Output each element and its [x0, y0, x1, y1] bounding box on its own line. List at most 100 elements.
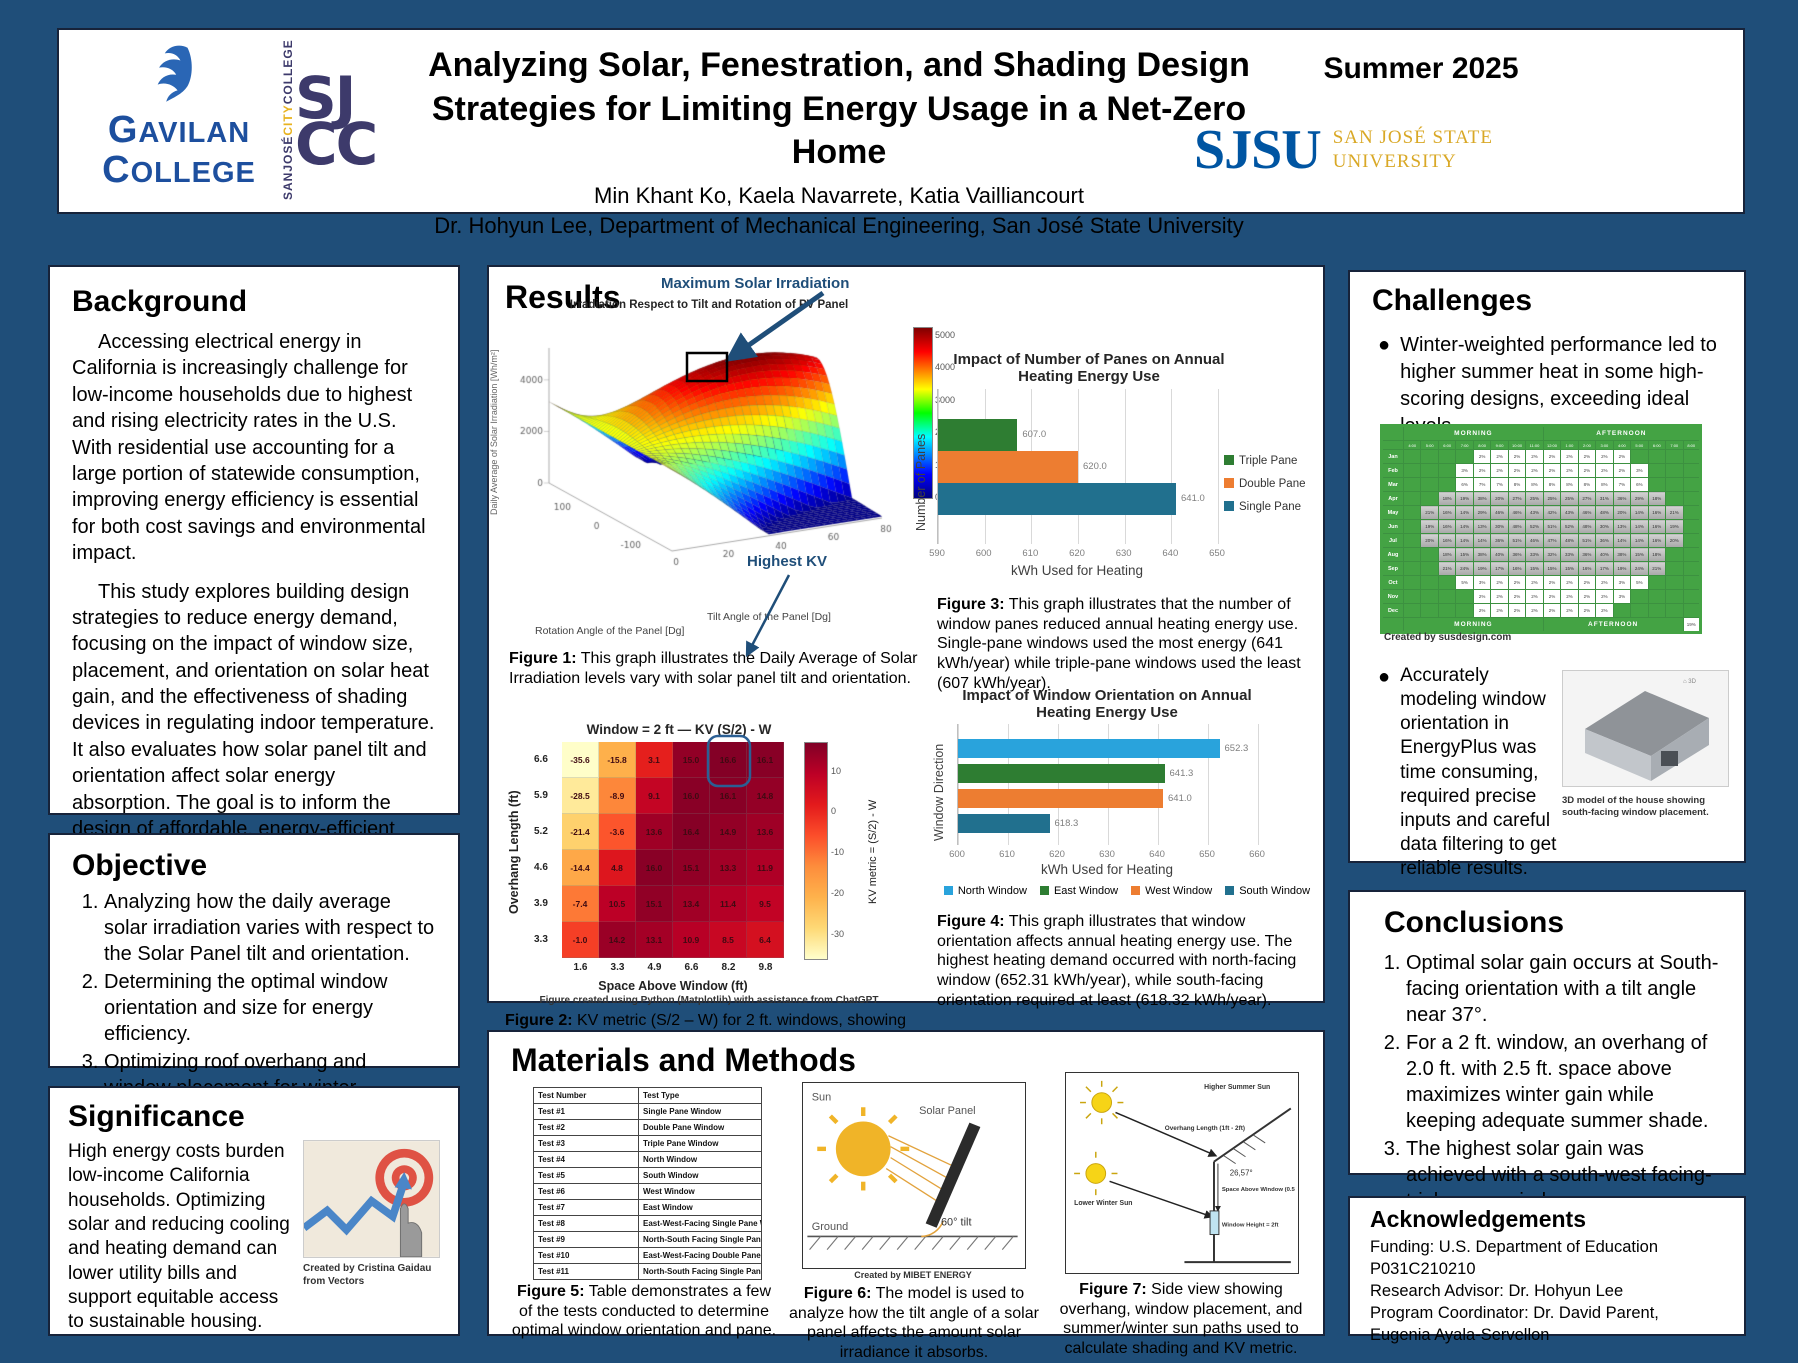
calendar-value-cell — [1437, 463, 1457, 478]
heatmap-y-tick: 4.6 — [534, 862, 548, 873]
calendar-value-cell — [1682, 519, 1701, 534]
calendar-value-cell: 2% — [1560, 449, 1579, 464]
x-tick-label: 610 — [1022, 548, 1039, 559]
heatmap-cell: 4.8 — [599, 850, 636, 886]
calendar-value-cell: 48% — [1577, 519, 1597, 534]
heatmap-x-tick: 8.2 — [721, 962, 736, 973]
calendar-value-cell: 47% — [1542, 533, 1562, 548]
table-cell: North-South Facing Single Pane Window — [638, 1263, 762, 1280]
fig4-x-axis-label: kWh Used for Heating — [1040, 862, 1174, 877]
calendar-hour-cell: 11:00 — [1525, 440, 1544, 450]
calendar-value-cell — [1455, 589, 1474, 604]
calendar-value-cell: 8% — [1507, 477, 1527, 492]
calendar-value-cell: 24% — [1455, 561, 1474, 576]
calendar-value-cell: 36% — [1577, 547, 1597, 562]
calendar-value-cell: 51% — [1577, 533, 1597, 548]
calendar-value-cell — [1420, 547, 1439, 562]
gridline — [1008, 724, 1009, 845]
heatmap-cell: 13.1 — [636, 922, 673, 958]
calendar-value-cell: 14% — [1455, 519, 1474, 534]
calendar-value-cell: 2% — [1560, 575, 1579, 590]
heatmap-y-tick: 5.9 — [534, 790, 548, 801]
calendar-value-cell — [1420, 603, 1439, 618]
calendar-value-cell — [1420, 477, 1439, 492]
calendar-value-cell: 18% — [1647, 491, 1667, 506]
calendar-corner — [1381, 440, 1404, 450]
calendar-afternoon-footer: AFTERNOON — [1542, 617, 1684, 633]
background-section: Background Accessing electrical energy i… — [48, 265, 460, 893]
heatmap-cell: 16.6 — [710, 742, 747, 778]
legend-item-north-window: North Window — [943, 885, 1027, 897]
calendar-value-cell: 14% — [1472, 533, 1492, 548]
significance-section: Significance High energy costs burden lo… — [48, 1086, 460, 1336]
table-cell: South Window — [638, 1167, 762, 1184]
calendar-value-cell — [1437, 449, 1457, 464]
x-tick-label: 630 — [1099, 849, 1115, 860]
calendar-credit: Created by susdesign.com — [1384, 632, 1512, 643]
fig3-y-axis-label: Number of Panes — [914, 433, 928, 531]
fig2-y-axis-label: Overhang Length (ft) — [507, 790, 521, 914]
plot-area-fig3: 607.0 620.0 641.0 — [937, 389, 1219, 544]
table-cell: Double Pane Window — [638, 1119, 762, 1136]
calendar-hour-cell: 10:00 — [1507, 440, 1527, 450]
table-cell: Test #2 — [533, 1119, 639, 1136]
fig1-colorbar-tick: 4000 — [935, 362, 956, 373]
calendar-value-cell: 2% — [1507, 589, 1527, 604]
heatmap-x-tick: 3.3 — [610, 962, 625, 973]
calendar-hour-cell: 2:00 — [1577, 440, 1597, 450]
calendar-value-cell: 2% — [1560, 463, 1579, 478]
fig2-annotation-highest-kv: Highest KV — [747, 553, 828, 570]
title-block: Analyzing Solar, Fenestration, and Shadi… — [399, 44, 1279, 239]
calendar-month-label: Oct — [1381, 575, 1404, 590]
calendar-value-cell — [1402, 603, 1422, 618]
objective-item-2: Determining the optimal window orientati… — [104, 969, 436, 1047]
calendar-value-cell — [1647, 477, 1667, 492]
bar-value-label: 620.0 — [1083, 461, 1107, 472]
fig1-y-axis-label: Rotation Angle of the Panel [Dg] — [535, 625, 685, 637]
calendar-value-cell: 2% — [1507, 449, 1527, 464]
heatmap-cell: -14.4 — [562, 850, 599, 886]
calendar-value-cell: 48% — [1560, 533, 1579, 548]
calendar-value-cell — [1665, 477, 1684, 492]
poster-title: Analyzing Solar, Fenestration, and Shadi… — [428, 46, 1250, 172]
calendar-value-cell: 29% — [1472, 505, 1492, 520]
overhang-hatching — [1223, 1134, 1266, 1165]
x-tick-label: 620 — [1069, 548, 1085, 559]
fig2-colorbar — [804, 742, 828, 960]
heatmap-cell: -1.0 — [562, 922, 599, 958]
calendar-value-cell: 2% — [1490, 449, 1509, 464]
calendar-month-row: Dec 2% 2% 2% 2% 2% 2% 2% 2% — [1381, 603, 1701, 618]
bullet-icon: ● — [1378, 666, 1391, 688]
calendar-value-cell: 2% — [1542, 463, 1562, 478]
table-cell: Test #10 — [533, 1247, 639, 1264]
calendar-month-row: Nov 2% 2% 2% 2% 2% 2% 2% 2% 3% — [1381, 589, 1701, 604]
calendar-value-cell — [1630, 589, 1649, 604]
calendar-value-cell — [1665, 491, 1684, 506]
calendar-value-cell: 25% — [1542, 491, 1562, 506]
calendar-value-cell — [1402, 505, 1422, 520]
heatmap-cell: 16.1 — [747, 742, 784, 778]
background-paragraph-1: Accessing electrical energy in Californi… — [72, 331, 426, 565]
x-tick-label: 650 — [1199, 849, 1215, 860]
fig2-x-axis-label: Space Above Window (ft) — [598, 979, 748, 993]
heatmap-cell: 10.5 — [599, 886, 636, 922]
calendar-value-cell: 2% — [1542, 603, 1562, 618]
calendar-value-cell: 21% — [1665, 505, 1684, 520]
calendar-value-cell: 21% — [1437, 561, 1457, 576]
calendar-value-cell: 2% — [1542, 589, 1562, 604]
gavilan-college-logo: GAVILAN COLLEGE — [94, 42, 264, 191]
calendar-value-cell: 31% — [1595, 491, 1614, 506]
calendar-value-cell — [1665, 547, 1684, 562]
calendar-value-cell: 21% — [1420, 505, 1439, 520]
calendar-month-label: Jan — [1381, 449, 1404, 464]
fig2-colorbar-tick: 10 — [831, 765, 842, 776]
calendar-value-cell: 8% — [1525, 477, 1544, 492]
calendar-value-cell — [1630, 603, 1649, 618]
fig7-window — [1209, 1210, 1220, 1236]
fig7-summer-sun-label: Higher Summer Sun — [1204, 1084, 1270, 1091]
table-row: Test #7 East Window — [533, 1199, 762, 1216]
calendar-corner — [1381, 617, 1404, 633]
heatmap-cell: 15.1 — [673, 850, 710, 886]
calendar-value-cell — [1437, 575, 1457, 590]
